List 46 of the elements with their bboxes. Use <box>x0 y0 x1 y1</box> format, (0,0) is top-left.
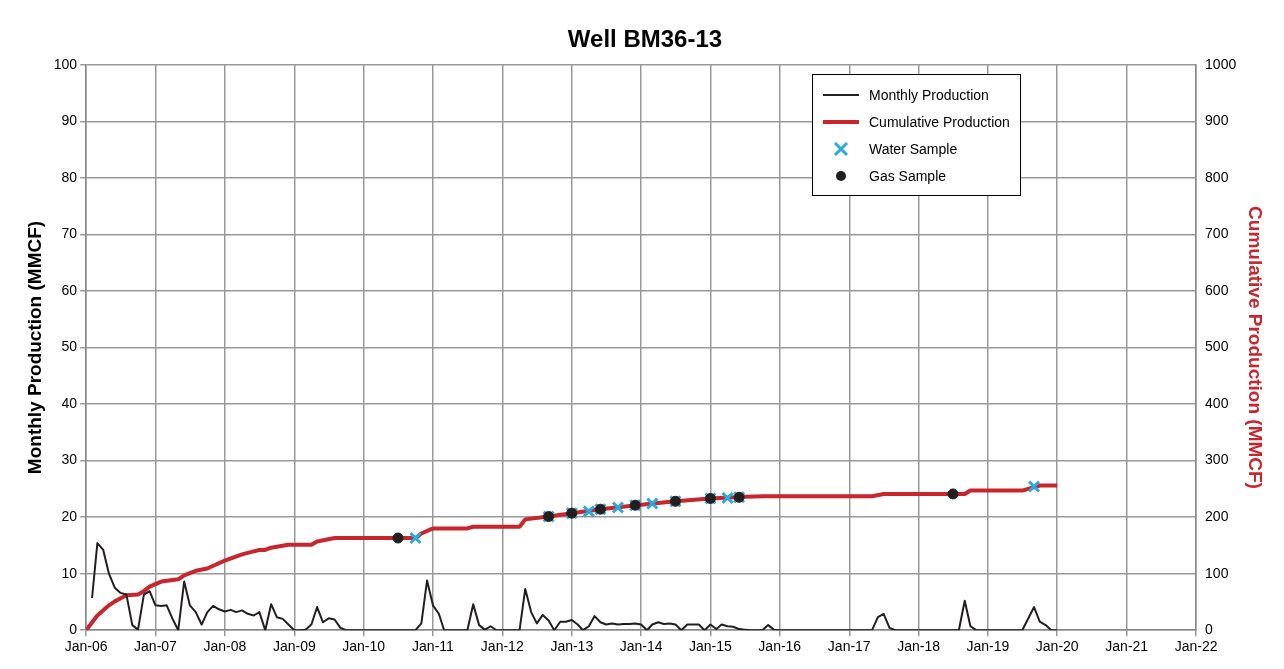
y-tick-label: 90 <box>61 112 78 129</box>
legend-label: Monthly Production <box>869 86 989 103</box>
x-tick-label: Jan-16 <box>758 638 802 655</box>
x-tick-label: Jan-08 <box>203 638 247 655</box>
x-tick-label: Jan-21 <box>1105 638 1149 655</box>
x-tick-label: Jan-09 <box>272 638 316 655</box>
x-tick-label: Jan-18 <box>897 638 941 655</box>
chart-title: Well BM36-13 <box>567 25 723 53</box>
legend-label: Water Sample <box>869 140 958 157</box>
y-tick-label: 50 <box>61 338 78 355</box>
y-tick-label: 10 <box>61 564 78 581</box>
x-tick-label: Jan-12 <box>480 638 524 655</box>
y-axis-title: Monthly Production (MMCF) <box>23 220 45 475</box>
x-tick-label: Jan-22 <box>1174 638 1218 655</box>
y2-tick-label: 1000 <box>1205 55 1237 72</box>
y2-tick-label: 600 <box>1205 281 1229 298</box>
y2-tick-label: 400 <box>1205 394 1229 411</box>
x-tick-label: Jan-20 <box>1035 638 1079 655</box>
x-tick-label: Jan-17 <box>827 638 871 655</box>
x-tick-label: Jan-10 <box>342 638 386 655</box>
y-tick-label: 60 <box>61 281 78 298</box>
x-tick-label: Jan-15 <box>689 638 733 655</box>
legend-label: Cumulative Production <box>869 113 1010 130</box>
y2-tick-label: 700 <box>1205 225 1229 242</box>
y-tick-label: 40 <box>61 394 78 411</box>
y2-tick-label: 0 <box>1205 621 1214 638</box>
legend-label: Gas Sample <box>869 167 947 184</box>
x-tick-label: Jan-13 <box>550 638 594 655</box>
y-tick-label: 80 <box>61 168 78 185</box>
x-tick-label: Jan-06 <box>64 638 108 655</box>
y-tick-label: 30 <box>61 451 78 468</box>
y2-tick-label: 900 <box>1205 112 1229 129</box>
y2-tick-label: 800 <box>1205 168 1229 185</box>
y-tick-label: 100 <box>53 55 78 72</box>
y2-tick-label: 200 <box>1205 507 1229 524</box>
y2-tick-label: 100 <box>1205 564 1229 581</box>
y2-tick-label: 300 <box>1205 451 1229 468</box>
y-tick-label: 0 <box>69 621 78 638</box>
y-tick-label: 70 <box>61 225 78 242</box>
x-tick-label: Jan-19 <box>966 638 1010 655</box>
x-tick-label: Jan-11 <box>412 638 455 655</box>
y2-axis-title: Cumulative Production (MMCF) <box>1245 206 1267 489</box>
y2-tick-label: 500 <box>1205 338 1229 355</box>
y-tick-label: 20 <box>61 507 78 524</box>
x-tick-label: Jan-07 <box>134 638 178 655</box>
x-tick-label: Jan-14 <box>619 638 663 655</box>
